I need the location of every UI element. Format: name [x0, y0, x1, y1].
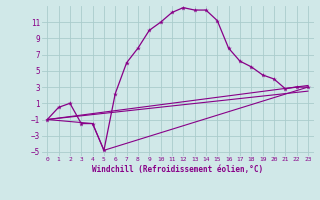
- X-axis label: Windchill (Refroidissement éolien,°C): Windchill (Refroidissement éolien,°C): [92, 165, 263, 174]
